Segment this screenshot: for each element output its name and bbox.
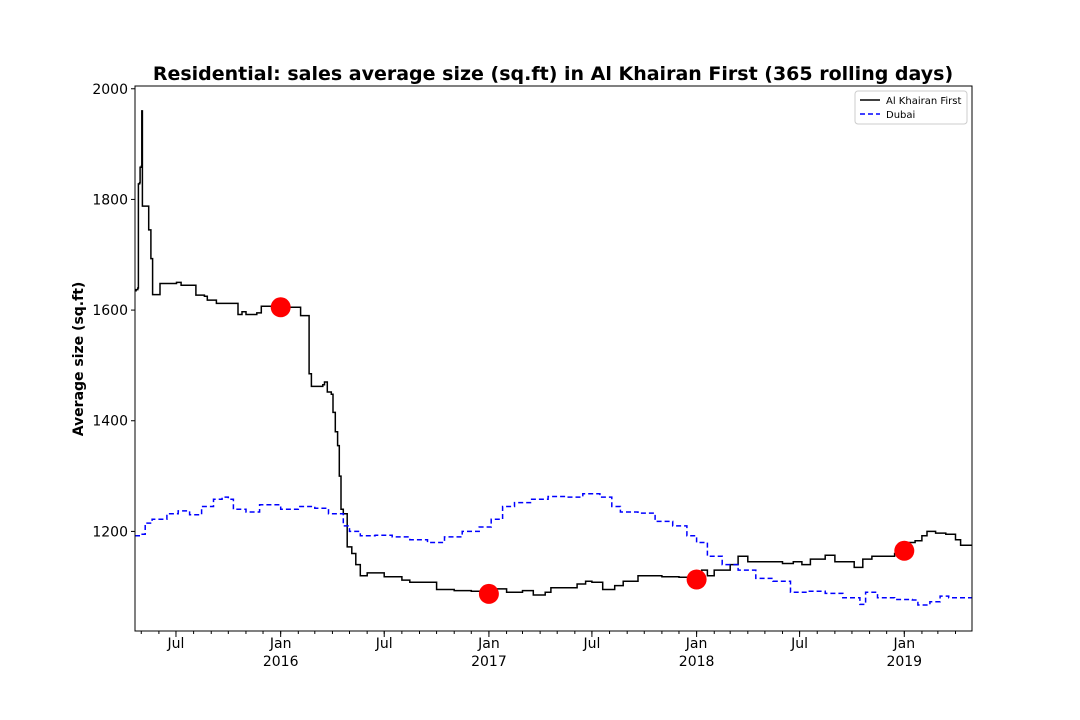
y-tick-label: 1600 (92, 303, 128, 319)
plot-frame (134, 85, 973, 632)
legend-label-dubai: Dubai (886, 110, 915, 121)
series-line-al-khairan-first (135, 110, 972, 596)
y-tick-label: 1400 (92, 414, 128, 430)
plot-area (135, 110, 972, 606)
axes: 1200 1400 1600 1800 2000 Jul Jan 2016 Jul Jan 2017… (92, 82, 956, 670)
chart-title: Residential: sales average size (sq.ft) … (153, 63, 953, 85)
y-tick-label: 1200 (92, 524, 128, 540)
legend: Al Khairan First Dubai (854, 90, 968, 125)
highlight-marker (686, 569, 707, 590)
x-tick-year-label: 2016 (263, 654, 299, 670)
x-tick-label: Jul (582, 636, 600, 652)
x-tick-label: Jan (892, 636, 915, 652)
highlight-marker (478, 583, 499, 604)
x-tick-label: Jul (167, 636, 185, 652)
x-tick-label: Jul (790, 636, 808, 652)
x-tick-label: Jan (477, 636, 500, 652)
series-line-dubai (135, 493, 972, 606)
legend-label-al-khairan-first: Al Khairan First (886, 96, 961, 107)
highlight-marker (270, 297, 291, 318)
legend-box (854, 90, 968, 125)
x-tick-label: Jan (685, 636, 708, 652)
x-tick-label: Jan (269, 636, 292, 652)
y-tick-label: 2000 (92, 82, 128, 98)
x-tick-year-label: 2019 (886, 654, 922, 670)
x-tick-label: Jul (375, 636, 393, 652)
x-tick-year-label: 2017 (471, 654, 507, 670)
y-axis-label: Average size (sq.ft) (71, 282, 87, 437)
y-tick-label: 1800 (92, 192, 128, 208)
x-tick-year-label: 2018 (679, 654, 715, 670)
highlight-marker (894, 540, 915, 561)
